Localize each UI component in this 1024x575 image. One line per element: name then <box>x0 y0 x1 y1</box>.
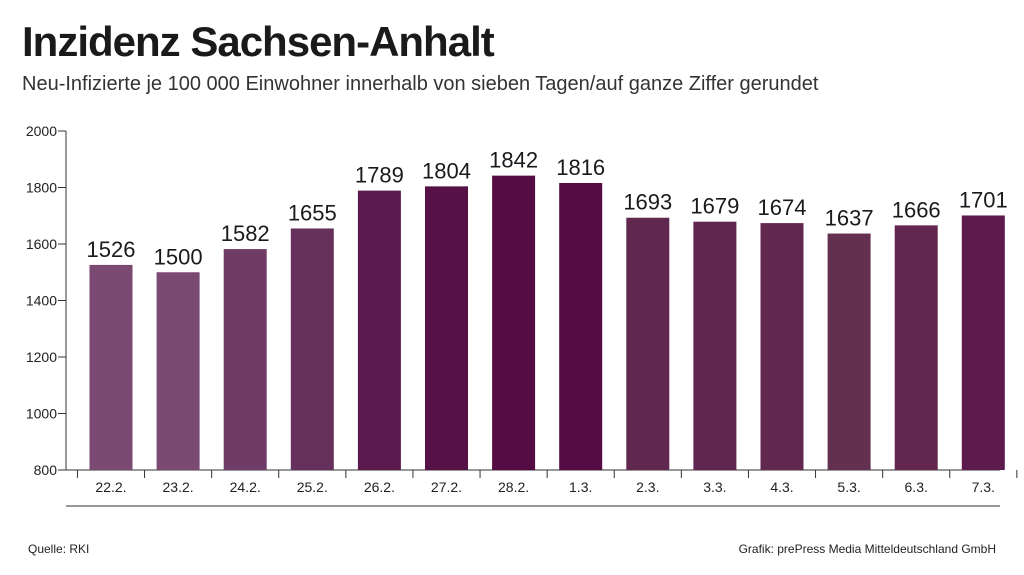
bar-value-label: 1816 <box>556 155 605 180</box>
credit-note: Grafik: prePress Media Mitteldeutschland… <box>738 542 996 556</box>
bar <box>827 233 871 470</box>
chart-subtitle: Neu-Infizierte je 100 000 Einwohner inne… <box>22 73 819 95</box>
y-tick-label: 1800 <box>26 180 57 196</box>
bar-value-label: 1666 <box>892 197 941 222</box>
y-tick-label: 1400 <box>26 293 57 309</box>
bar <box>156 272 200 470</box>
x-tick-label: 4.3. <box>770 479 793 495</box>
bar-value-label: 1582 <box>221 221 270 246</box>
y-tick-label: 1000 <box>26 406 57 422</box>
y-tick-label: 2000 <box>26 123 57 139</box>
x-tick-label: 1.3. <box>569 479 592 495</box>
bar-value-label: 1526 <box>87 237 136 262</box>
x-tick-label: 27.2. <box>431 479 462 495</box>
bar <box>357 190 401 471</box>
x-tick-label: 6.3. <box>905 479 928 495</box>
bar-value-label: 1637 <box>825 206 874 231</box>
bar <box>89 264 133 470</box>
bar <box>693 221 737 470</box>
bar-value-label: 1693 <box>623 190 672 215</box>
x-tick-label: 5.3. <box>837 479 860 495</box>
bar <box>760 223 804 470</box>
bar <box>290 228 334 470</box>
x-tick-label: 2.3. <box>636 479 659 495</box>
x-tick-label: 26.2. <box>364 479 395 495</box>
chart-title: Inzidenz Sachsen-Anhalt <box>22 18 495 65</box>
bar <box>961 215 1005 470</box>
x-tick-label: 23.2. <box>163 479 194 495</box>
bar-value-label: 1789 <box>355 163 404 188</box>
bar-value-label: 1679 <box>690 194 739 219</box>
bar <box>894 225 938 470</box>
x-tick-label: 24.2. <box>230 479 261 495</box>
bar <box>223 249 267 470</box>
x-tick-label: 7.3. <box>972 479 995 495</box>
y-tick-label: 800 <box>34 462 58 478</box>
bar <box>559 182 603 471</box>
bar-value-label: 1674 <box>758 195 807 220</box>
source-note: Quelle: RKI <box>28 542 90 556</box>
bar-value-label: 1655 <box>288 200 337 225</box>
bar <box>425 186 468 470</box>
bar-value-label: 1701 <box>959 187 1008 212</box>
y-tick-label: 1600 <box>26 236 57 252</box>
y-tick-label: 1200 <box>26 349 57 365</box>
bar <box>626 217 670 470</box>
bar-value-label: 1804 <box>422 158 471 183</box>
x-tick-label: 25.2. <box>297 479 328 495</box>
bar-value-label: 1500 <box>154 244 203 269</box>
x-tick-label: 3.3. <box>703 479 726 495</box>
x-tick-label: 28.2. <box>498 479 529 495</box>
bar <box>492 175 536 470</box>
x-tick-label: 22.2. <box>95 479 126 495</box>
bar-value-label: 1842 <box>489 148 538 173</box>
